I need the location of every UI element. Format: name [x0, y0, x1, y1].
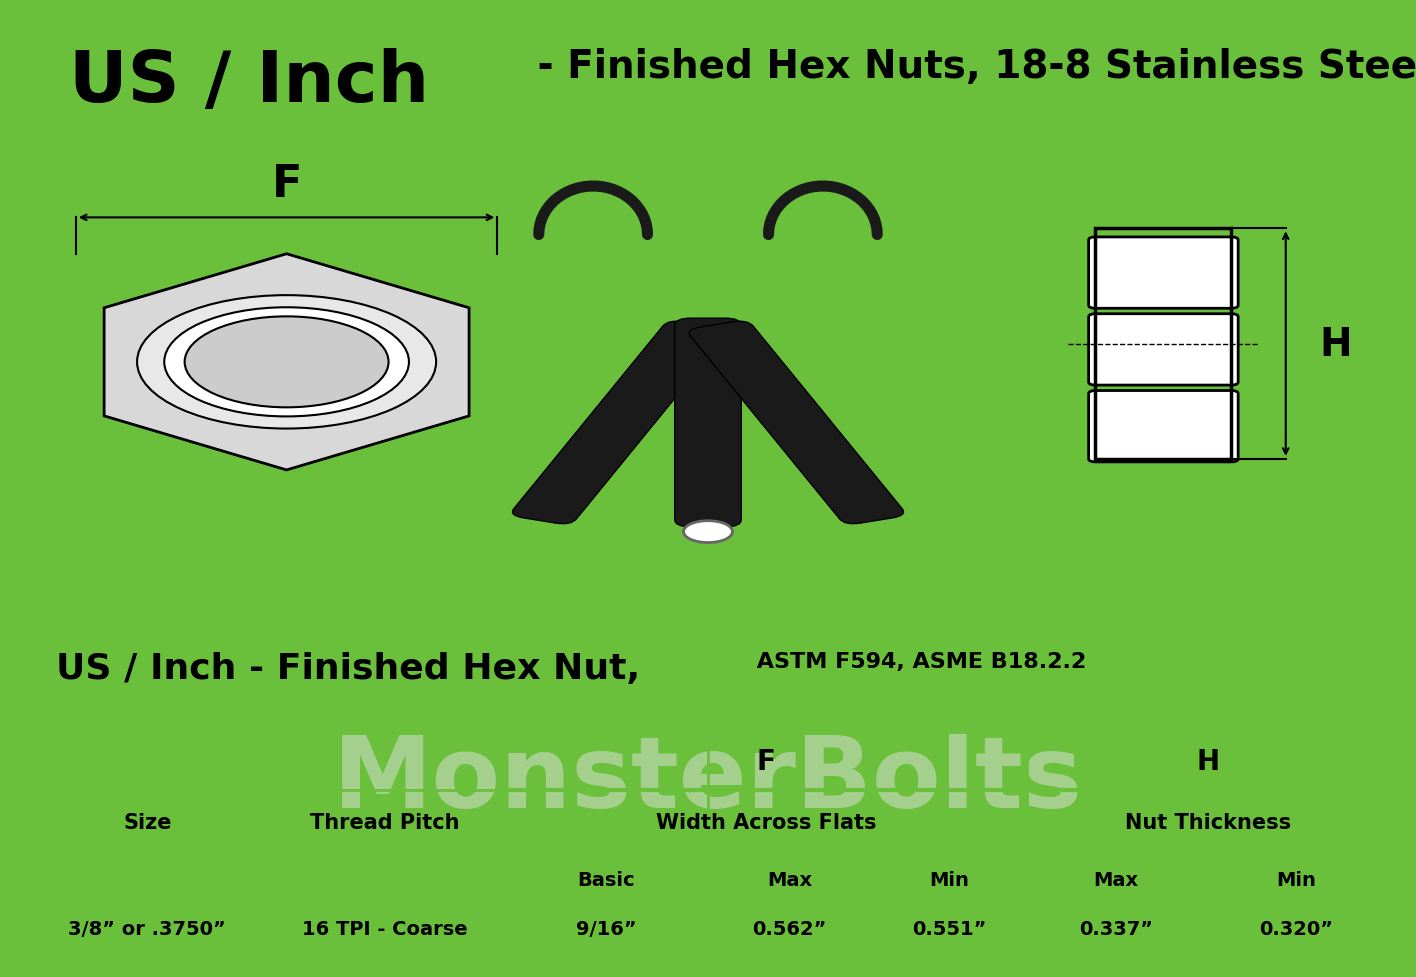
Text: Nut Thickness: Nut Thickness: [1124, 812, 1290, 832]
Text: Width Across Flats: Width Across Flats: [656, 812, 877, 832]
FancyBboxPatch shape: [1089, 237, 1238, 309]
Text: F: F: [756, 746, 775, 775]
FancyBboxPatch shape: [1089, 315, 1238, 386]
Text: Max: Max: [1093, 871, 1138, 890]
FancyBboxPatch shape: [674, 319, 742, 528]
Text: 0.562”: 0.562”: [752, 919, 827, 938]
Text: 16 TPI - Coarse: 16 TPI - Coarse: [303, 919, 467, 938]
Circle shape: [684, 521, 732, 543]
Text: Min: Min: [929, 871, 969, 890]
Text: 0.337”: 0.337”: [1079, 919, 1153, 938]
Text: F: F: [272, 163, 302, 206]
Text: H: H: [1197, 746, 1219, 775]
Text: 9/16”: 9/16”: [576, 919, 636, 938]
Text: 0.551”: 0.551”: [912, 919, 987, 938]
Text: US / Inch - Finished Hex Nut,: US / Inch - Finished Hex Nut,: [55, 651, 640, 685]
Text: Max: Max: [767, 871, 813, 890]
Text: ASTM F594, ASME B18.2.2: ASTM F594, ASME B18.2.2: [749, 651, 1086, 671]
Text: Thread Pitch: Thread Pitch: [310, 812, 460, 832]
Polygon shape: [105, 254, 469, 471]
Text: - Finished Hex Nuts, 18-8 Stainless Steel: - Finished Hex Nuts, 18-8 Stainless Stee…: [524, 48, 1416, 85]
Text: US / Inch: US / Inch: [69, 48, 429, 116]
Text: MonsterBolts: MonsterBolts: [333, 732, 1083, 828]
Text: H: H: [1320, 325, 1352, 363]
FancyBboxPatch shape: [690, 321, 903, 525]
Text: 0.320”: 0.320”: [1259, 919, 1332, 938]
FancyBboxPatch shape: [1089, 391, 1238, 462]
Text: 3/8” or .3750”: 3/8” or .3750”: [68, 919, 227, 938]
Text: Basic: Basic: [578, 871, 634, 890]
Bar: [1096, 230, 1232, 459]
Circle shape: [164, 308, 409, 417]
Circle shape: [137, 296, 436, 429]
Text: Size: Size: [123, 812, 171, 832]
Circle shape: [184, 317, 388, 408]
Text: Min: Min: [1276, 871, 1315, 890]
FancyBboxPatch shape: [513, 321, 726, 525]
